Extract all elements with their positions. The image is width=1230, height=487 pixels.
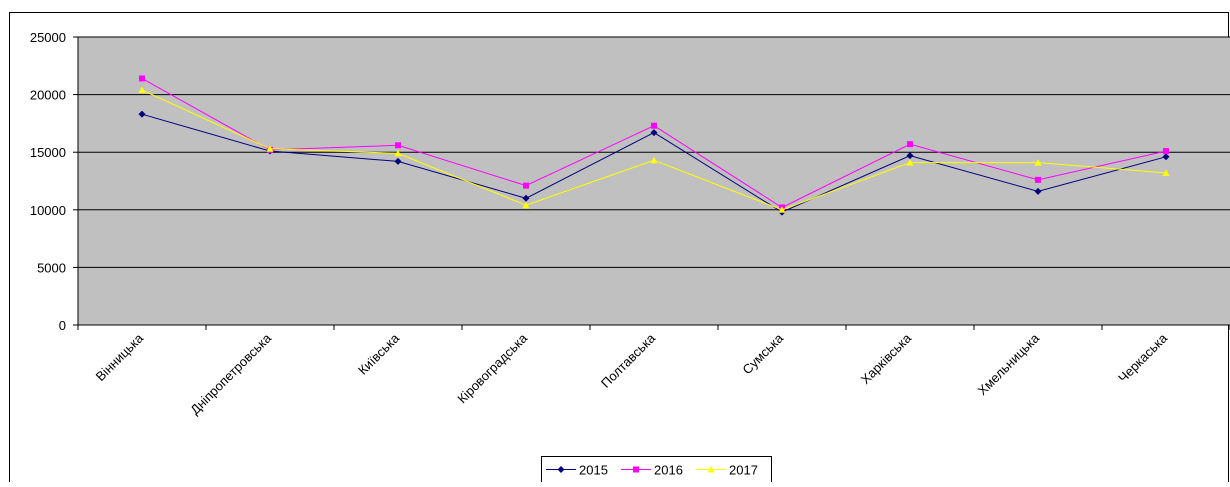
data-point: [523, 182, 529, 189]
series-2017: [138, 86, 1170, 213]
data-point: [1034, 187, 1042, 195]
legend-label: 2016: [654, 463, 683, 478]
legend-label: 2017: [729, 463, 758, 478]
legend-marker: [633, 466, 639, 473]
y-tick-label: 25000: [30, 30, 66, 45]
data-point: [266, 145, 274, 152]
legend-label: 2015: [579, 463, 608, 478]
series-lines: [138, 75, 1170, 216]
data-point: [138, 86, 146, 93]
data-point: [778, 206, 786, 213]
y-tick-label: 5000: [37, 260, 66, 275]
legend-item-2015: 2015: [546, 463, 608, 478]
data-point: [906, 159, 914, 166]
data-point: [907, 141, 913, 148]
y-tick-label: 0: [59, 318, 66, 333]
data-point: [1162, 153, 1170, 161]
legend-marker: [707, 466, 715, 473]
data-point: [394, 157, 402, 165]
data-point: [1034, 159, 1042, 166]
legend-item-2016: 2016: [621, 463, 683, 478]
data-point: [522, 201, 530, 209]
data-point: [138, 110, 146, 118]
legend: 2015 2016 2017: [541, 456, 772, 483]
y-tick-label: 15000: [30, 145, 66, 160]
data-point: [650, 156, 658, 164]
y-tick-label: 10000: [30, 203, 66, 218]
data-point: [1162, 169, 1170, 176]
data-point: [1035, 176, 1041, 183]
data-point: [906, 152, 914, 160]
data-point: [1163, 148, 1169, 155]
data-point: [394, 149, 402, 157]
y-axis-ticks: 0 5000 10000 15000 20000 25000: [30, 30, 78, 333]
data-point: [139, 75, 145, 82]
data-point: [651, 122, 657, 129]
plot-area: [78, 37, 1230, 325]
y-tick-label: 20000: [30, 88, 66, 103]
legend-item-2017: 2017: [696, 463, 758, 478]
legend-marker: [557, 466, 565, 473]
data-point: [650, 129, 658, 137]
series-2015: [138, 110, 1170, 216]
data-point: [395, 142, 401, 149]
legend-box: [541, 456, 772, 483]
data-point: [522, 194, 530, 202]
